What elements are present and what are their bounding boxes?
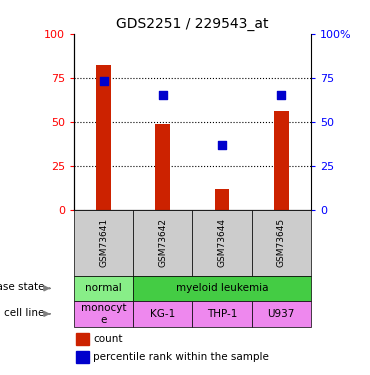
Title: GDS2251 / 229543_at: GDS2251 / 229543_at bbox=[116, 17, 269, 32]
Bar bbox=[74, 301, 133, 327]
Bar bbox=[133, 301, 192, 327]
Text: GSM73642: GSM73642 bbox=[158, 218, 167, 267]
Text: myeloid leukemia: myeloid leukemia bbox=[176, 284, 268, 293]
Text: GSM73641: GSM73641 bbox=[99, 218, 108, 267]
Text: GSM73644: GSM73644 bbox=[218, 218, 226, 267]
Text: U937: U937 bbox=[268, 309, 295, 319]
Bar bbox=[76, 351, 89, 363]
Bar bbox=[74, 276, 133, 301]
Bar bbox=[155, 124, 170, 210]
Point bbox=[160, 93, 166, 99]
Bar bbox=[274, 111, 289, 210]
Bar bbox=[252, 210, 311, 276]
Text: monocyt
e: monocyt e bbox=[81, 303, 126, 325]
Point bbox=[101, 78, 107, 84]
Bar bbox=[76, 333, 89, 345]
Bar bbox=[133, 210, 192, 276]
Text: count: count bbox=[93, 334, 122, 344]
Text: cell line: cell line bbox=[4, 308, 44, 318]
Point bbox=[278, 93, 284, 99]
Text: GSM73645: GSM73645 bbox=[277, 218, 286, 267]
Text: THP-1: THP-1 bbox=[207, 309, 237, 319]
Text: disease state: disease state bbox=[0, 282, 44, 292]
Point bbox=[219, 142, 225, 148]
Bar bbox=[192, 301, 252, 327]
Bar bbox=[192, 210, 252, 276]
Text: KG-1: KG-1 bbox=[150, 309, 175, 319]
Bar bbox=[133, 276, 311, 301]
Bar bbox=[74, 210, 133, 276]
Bar bbox=[215, 189, 229, 210]
Text: normal: normal bbox=[85, 284, 122, 293]
Bar bbox=[252, 301, 311, 327]
Text: percentile rank within the sample: percentile rank within the sample bbox=[93, 352, 269, 362]
Bar bbox=[96, 66, 111, 210]
